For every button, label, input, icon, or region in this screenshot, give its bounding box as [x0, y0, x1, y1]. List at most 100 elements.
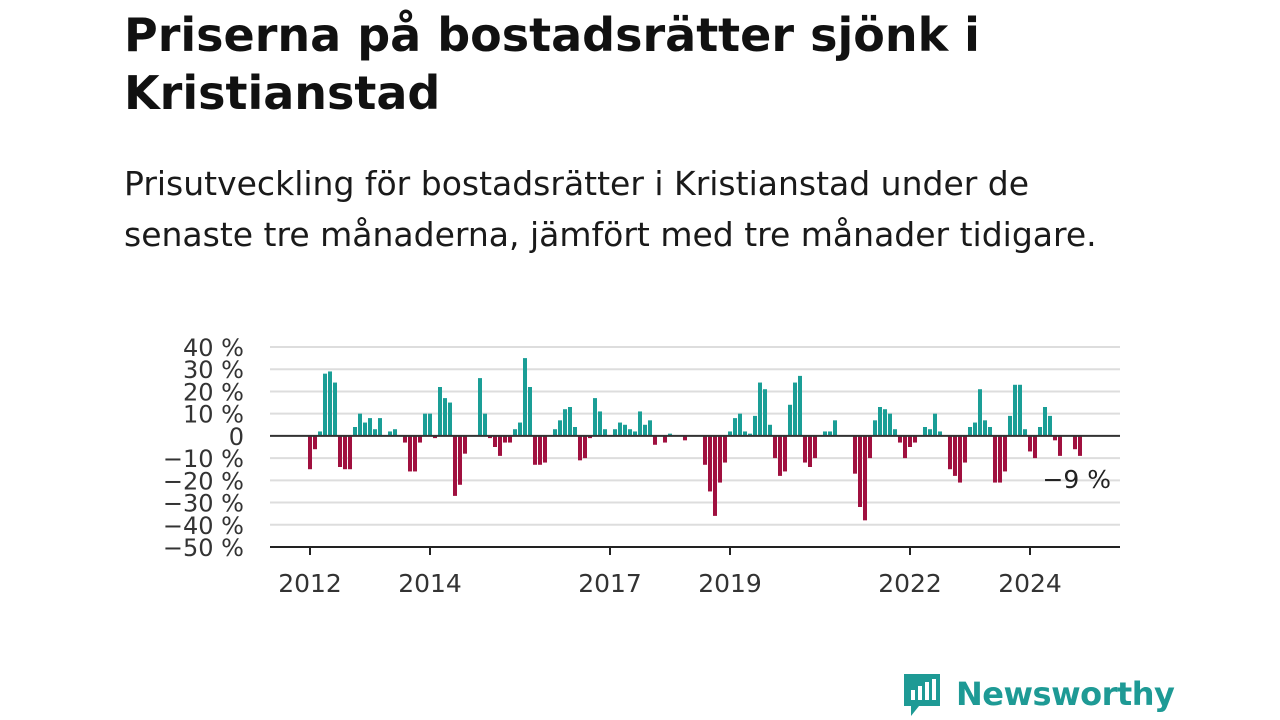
bar: [763, 389, 767, 436]
bar: [903, 435, 907, 459]
bar: [703, 435, 707, 465]
bar: [958, 435, 962, 483]
bar: [438, 387, 442, 436]
page-subtitle: Prisutveckling för bostadsrätter i Krist…: [124, 164, 1097, 254]
bar: [583, 435, 587, 459]
brand-name: Newsworthy: [956, 675, 1175, 713]
bar: [938, 431, 942, 436]
bar: [783, 435, 787, 472]
bar: [613, 429, 617, 436]
bar: [988, 427, 992, 436]
y-tick-label: 40 %: [183, 334, 244, 362]
bar: [538, 435, 542, 465]
bar: [813, 435, 817, 459]
bar: [638, 411, 642, 436]
y-tick-label: −10 %: [163, 445, 244, 473]
bar: [588, 435, 592, 439]
bar: [873, 420, 877, 436]
y-tick-label: 0: [229, 423, 244, 451]
bar: [648, 420, 652, 436]
bar: [748, 433, 752, 436]
bar: [953, 435, 957, 476]
y-tick-label: 10 %: [183, 401, 244, 429]
bar: [788, 404, 792, 436]
bar: [1043, 407, 1047, 436]
bar: [518, 422, 522, 436]
newsworthy-logo-icon: [904, 674, 940, 716]
y-tick-label: 20 %: [183, 378, 244, 406]
bar: [428, 413, 432, 436]
bar: [528, 387, 532, 436]
bar: [338, 435, 342, 467]
y-tick-label: −40 %: [163, 512, 244, 540]
bar: [393, 429, 397, 436]
bar: [308, 435, 312, 470]
bar: [773, 435, 777, 459]
page-title: Priserna på bostadsrätter sjönk i Kristi…: [124, 8, 980, 120]
bar: [913, 435, 917, 443]
x-axis-ticks: 2012 2014 2017 2019 2022 2024: [278, 547, 1062, 598]
bar: [723, 435, 727, 463]
bar: [328, 371, 332, 436]
y-tick-label: −50 %: [163, 534, 244, 562]
bar: [978, 389, 982, 436]
bar: [803, 435, 807, 463]
bar: [318, 431, 322, 436]
bar: [853, 435, 857, 474]
bar: [808, 435, 812, 467]
bar: [1033, 435, 1037, 459]
bar: [503, 435, 507, 443]
bar: [863, 435, 867, 521]
bar: [768, 424, 772, 436]
bar: [598, 411, 602, 436]
bar: [378, 418, 382, 436]
bar: [628, 429, 632, 436]
bar: [663, 435, 667, 443]
bar: [478, 378, 482, 436]
bar: [653, 435, 657, 445]
bar: [883, 409, 887, 436]
bar: [348, 435, 352, 470]
bar: [928, 429, 932, 436]
bar: [668, 433, 672, 436]
bar: [1018, 384, 1022, 436]
bar: [323, 373, 327, 436]
bar: [603, 429, 607, 436]
bar: [1078, 435, 1082, 456]
bar: [683, 435, 687, 441]
bar: [493, 435, 497, 447]
bar: [343, 435, 347, 470]
y-tick-label: −20 %: [163, 467, 244, 495]
bar: [453, 435, 457, 496]
bar: [793, 382, 797, 436]
bar: [888, 413, 892, 436]
bar: [388, 431, 392, 436]
bar: [353, 427, 357, 436]
bar: [448, 402, 452, 436]
bar: [508, 435, 512, 443]
bar: [1053, 435, 1057, 441]
bar: [1023, 429, 1027, 436]
bar: [858, 435, 862, 507]
bar: [728, 431, 732, 436]
bar: [1028, 435, 1032, 452]
x-tick-label: 2014: [398, 569, 462, 598]
bar: [313, 435, 317, 450]
bar: [623, 424, 627, 436]
bar: [423, 413, 427, 436]
bar: [1048, 415, 1052, 436]
bar: [718, 435, 722, 483]
bar: [368, 418, 372, 436]
bar: [408, 435, 412, 472]
price-change-chart: 40 %30 %20 %10 %0−10 %−20 %−30 %−40 %−50…: [163, 334, 1120, 598]
x-tick-label: 2012: [278, 569, 342, 598]
bar: [373, 429, 377, 436]
bar: [533, 435, 537, 465]
bar: [983, 420, 987, 436]
bar: [403, 435, 407, 443]
bar: [933, 413, 937, 436]
chart-axes: [270, 434, 1120, 548]
bar: [643, 424, 647, 436]
bar: [553, 429, 557, 436]
bar: [573, 427, 577, 436]
